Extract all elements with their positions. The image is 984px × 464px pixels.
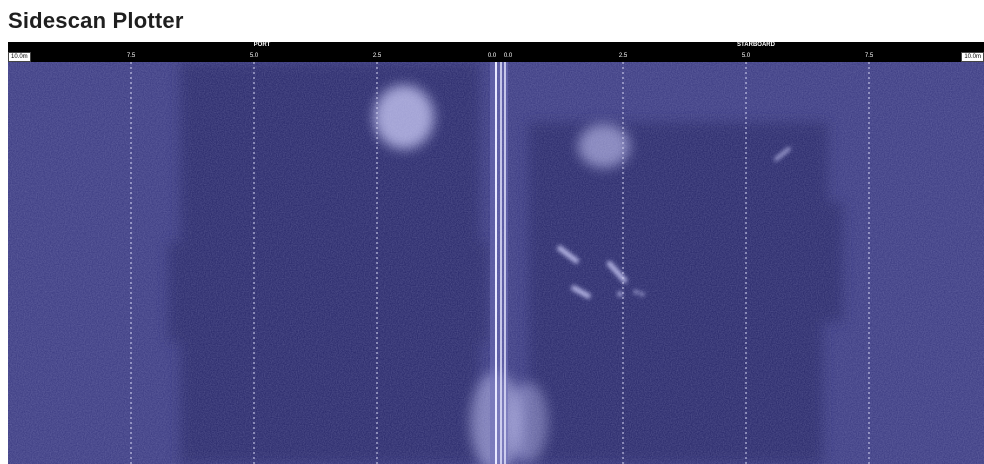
starboard-tick-label: 7.5 xyxy=(864,53,874,59)
left-range-label: 10.0m xyxy=(8,52,31,62)
right-range-label: 10.0m xyxy=(961,52,984,62)
port-tick-label: 7.5 xyxy=(126,53,136,59)
starboard-tick-label: 2.5 xyxy=(618,53,628,59)
app-title: Sidescan Plotter xyxy=(8,8,184,33)
port-label: PORT xyxy=(253,42,271,48)
starboard-label: STARBOARD xyxy=(737,42,775,48)
port-tick-label: 5.0 xyxy=(249,53,259,59)
port-tick-label: 2.5 xyxy=(372,53,382,59)
nadir-line xyxy=(490,62,508,464)
sidescan-image[interactable] xyxy=(8,62,984,464)
range-scale-bar: PORT STARBOARD 10.0m 10.0m 7.5 5.0 2.5 0… xyxy=(8,42,984,62)
starboard-tick-label: 0.0 xyxy=(503,53,513,59)
range-gridlines xyxy=(130,62,870,464)
port-tick-label: 0.0 xyxy=(487,53,497,59)
starboard-tick-label: 5.0 xyxy=(741,53,751,59)
sidescan-canvas[interactable] xyxy=(8,62,984,464)
